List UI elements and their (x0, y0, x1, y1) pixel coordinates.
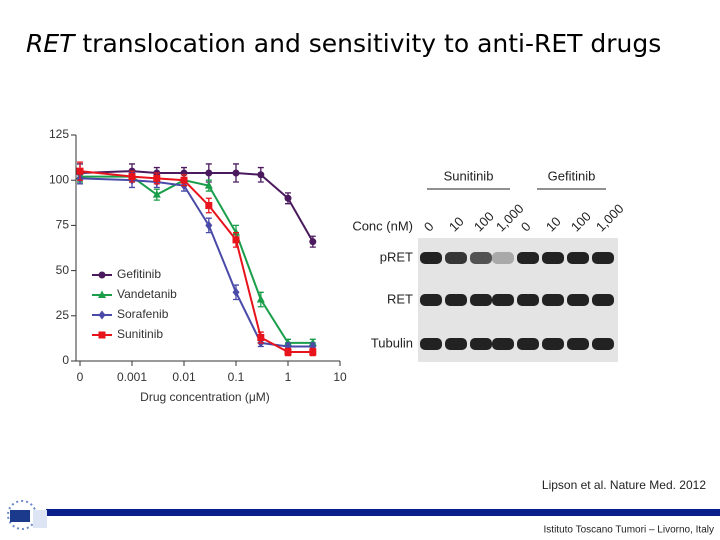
blot-band (567, 252, 589, 264)
blot-lane-label: 1,000 (493, 201, 527, 235)
blot-lane-label: 100 (568, 209, 594, 235)
marker (204, 181, 213, 189)
blot-band (592, 294, 614, 306)
blot-group-label: Sunitinib (444, 168, 494, 183)
blot-band (517, 252, 539, 264)
marker (232, 169, 240, 177)
marker (232, 228, 240, 236)
logo (7, 500, 47, 530)
blot-band (420, 294, 442, 306)
legend-label: Sorafenib (117, 307, 169, 321)
marker (257, 333, 265, 341)
blot-band (542, 294, 564, 306)
citation: Lipson et al. Nature Med. 2012 (542, 478, 706, 492)
marker (180, 176, 188, 184)
x-tick-label: 1 (285, 370, 292, 384)
y-tick-label: 125 (49, 127, 69, 141)
series (76, 161, 317, 357)
blot-band (470, 338, 492, 350)
marker (232, 287, 240, 297)
y-tick-label: 50 (56, 263, 70, 277)
blot-lane-label: 10 (446, 214, 467, 235)
marker (256, 295, 265, 303)
series (76, 170, 317, 348)
blot-row-label: RET (387, 291, 413, 306)
blot-band (420, 252, 442, 264)
y-tick-label: 25 (56, 308, 70, 322)
x-tick-label: 0.001 (117, 370, 147, 384)
marker (205, 169, 213, 177)
blot-band (445, 252, 467, 264)
marker (205, 220, 213, 230)
slide-title: RET translocation and sensitivity to ant… (26, 29, 661, 58)
legend-marker (98, 331, 106, 339)
x-tick-label: 0 (77, 370, 84, 384)
blot-band (420, 338, 442, 350)
marker (153, 174, 161, 182)
series-line (80, 175, 313, 344)
blot-lane-label: 0 (518, 219, 534, 235)
blot-band (470, 252, 492, 264)
blot-band (517, 294, 539, 306)
legend-marker (98, 310, 106, 320)
x-tick-label: 0.01 (172, 370, 196, 384)
blot-band (492, 338, 514, 350)
y-tick-label: 75 (56, 218, 70, 232)
y-tick-label: 0 (62, 353, 69, 367)
blot-band (492, 252, 514, 264)
marker (284, 194, 292, 202)
marker (76, 167, 84, 175)
footer-bar (46, 509, 720, 516)
blot-lane-label: 100 (471, 209, 497, 235)
title-rest: translocation and sensitivity to anti-RE… (74, 29, 661, 58)
blot-band (542, 252, 564, 264)
x-tick-label: 10 (333, 370, 347, 384)
blot-conc-label: Conc (nM) (352, 218, 413, 233)
marker (309, 238, 317, 246)
legend-marker (98, 271, 106, 279)
blot-band (445, 294, 467, 306)
legend-label: Sunitinib (117, 327, 163, 341)
blot-band (567, 338, 589, 350)
marker (232, 236, 240, 244)
marker (309, 348, 317, 356)
marker (257, 171, 265, 179)
footer: Istituto Toscano Tumori – Livorno, Italy (544, 525, 714, 536)
marker (205, 202, 213, 210)
blot-lane-label: 1,000 (593, 201, 627, 235)
legend-label: Vandetanib (117, 287, 177, 301)
x-axis-label: Drug concentration (μM) (140, 390, 270, 404)
series-line (79, 177, 313, 348)
series-line (79, 170, 313, 353)
blot-band (592, 338, 614, 350)
legend-marker (98, 290, 106, 298)
title-italic: RET (26, 29, 76, 58)
y-tick-label: 100 (49, 172, 69, 186)
blot-lane-label: 10 (543, 214, 564, 235)
marker (128, 173, 136, 181)
blot-band (470, 294, 492, 306)
blot-group-label: Gefitinib (548, 168, 596, 183)
blot-lane-label: 0 (421, 219, 437, 235)
x-tick-label: 0.1 (228, 370, 245, 384)
legend-label: Gefitinib (117, 267, 161, 281)
blot-band (567, 294, 589, 306)
series (76, 172, 317, 352)
blot-row-label: Tubulin (371, 335, 413, 350)
blot-band (517, 338, 539, 350)
marker (152, 190, 161, 198)
blot-band (492, 294, 514, 306)
blot-band (445, 338, 467, 350)
marker (284, 348, 292, 356)
blot-band (592, 252, 614, 264)
blot-row-label: pRET (380, 249, 413, 264)
blot-band (542, 338, 564, 350)
